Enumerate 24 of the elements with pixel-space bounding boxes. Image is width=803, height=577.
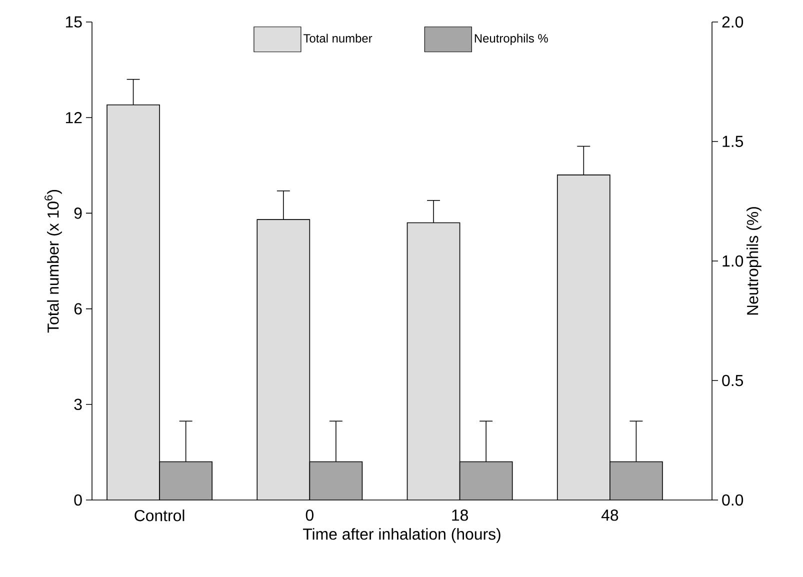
x-tick-label: 0 [306,510,314,521]
y-axis-title: Total number (x 10$^{6}$) [44,190,62,333]
bar [556,174,610,500]
y2-tick-label: 0.5 [722,374,744,386]
bar [107,104,160,500]
bar [407,222,460,500]
y-tick-label: 6 [74,303,82,314]
y2-tick-label: 0.0 [722,494,744,506]
y-tick-label: 9 [74,208,82,219]
y-tick-label: 3 [74,398,82,410]
x-tick-label: 18 [452,510,468,521]
y2-axis-title: Neutrophils (%) [746,207,762,315]
y2-tick-label: 1.0 [722,255,744,267]
y2-tick-label: 1.5 [722,136,744,148]
legend-label: Neutrophils % [474,34,548,45]
y-tick-label: 15 [66,16,82,28]
bar [257,220,310,500]
x-tick-label: Control [134,510,184,522]
x-tick-label: 48 [601,510,618,521]
y-tick-label: 12 [66,112,82,124]
x-axis-title: Time after inhalation (hours) [302,528,500,543]
y-tick-label: 0 [74,494,82,506]
legend-label: Total number [304,34,372,43]
y2-tick-label: 2.0 [722,16,744,28]
